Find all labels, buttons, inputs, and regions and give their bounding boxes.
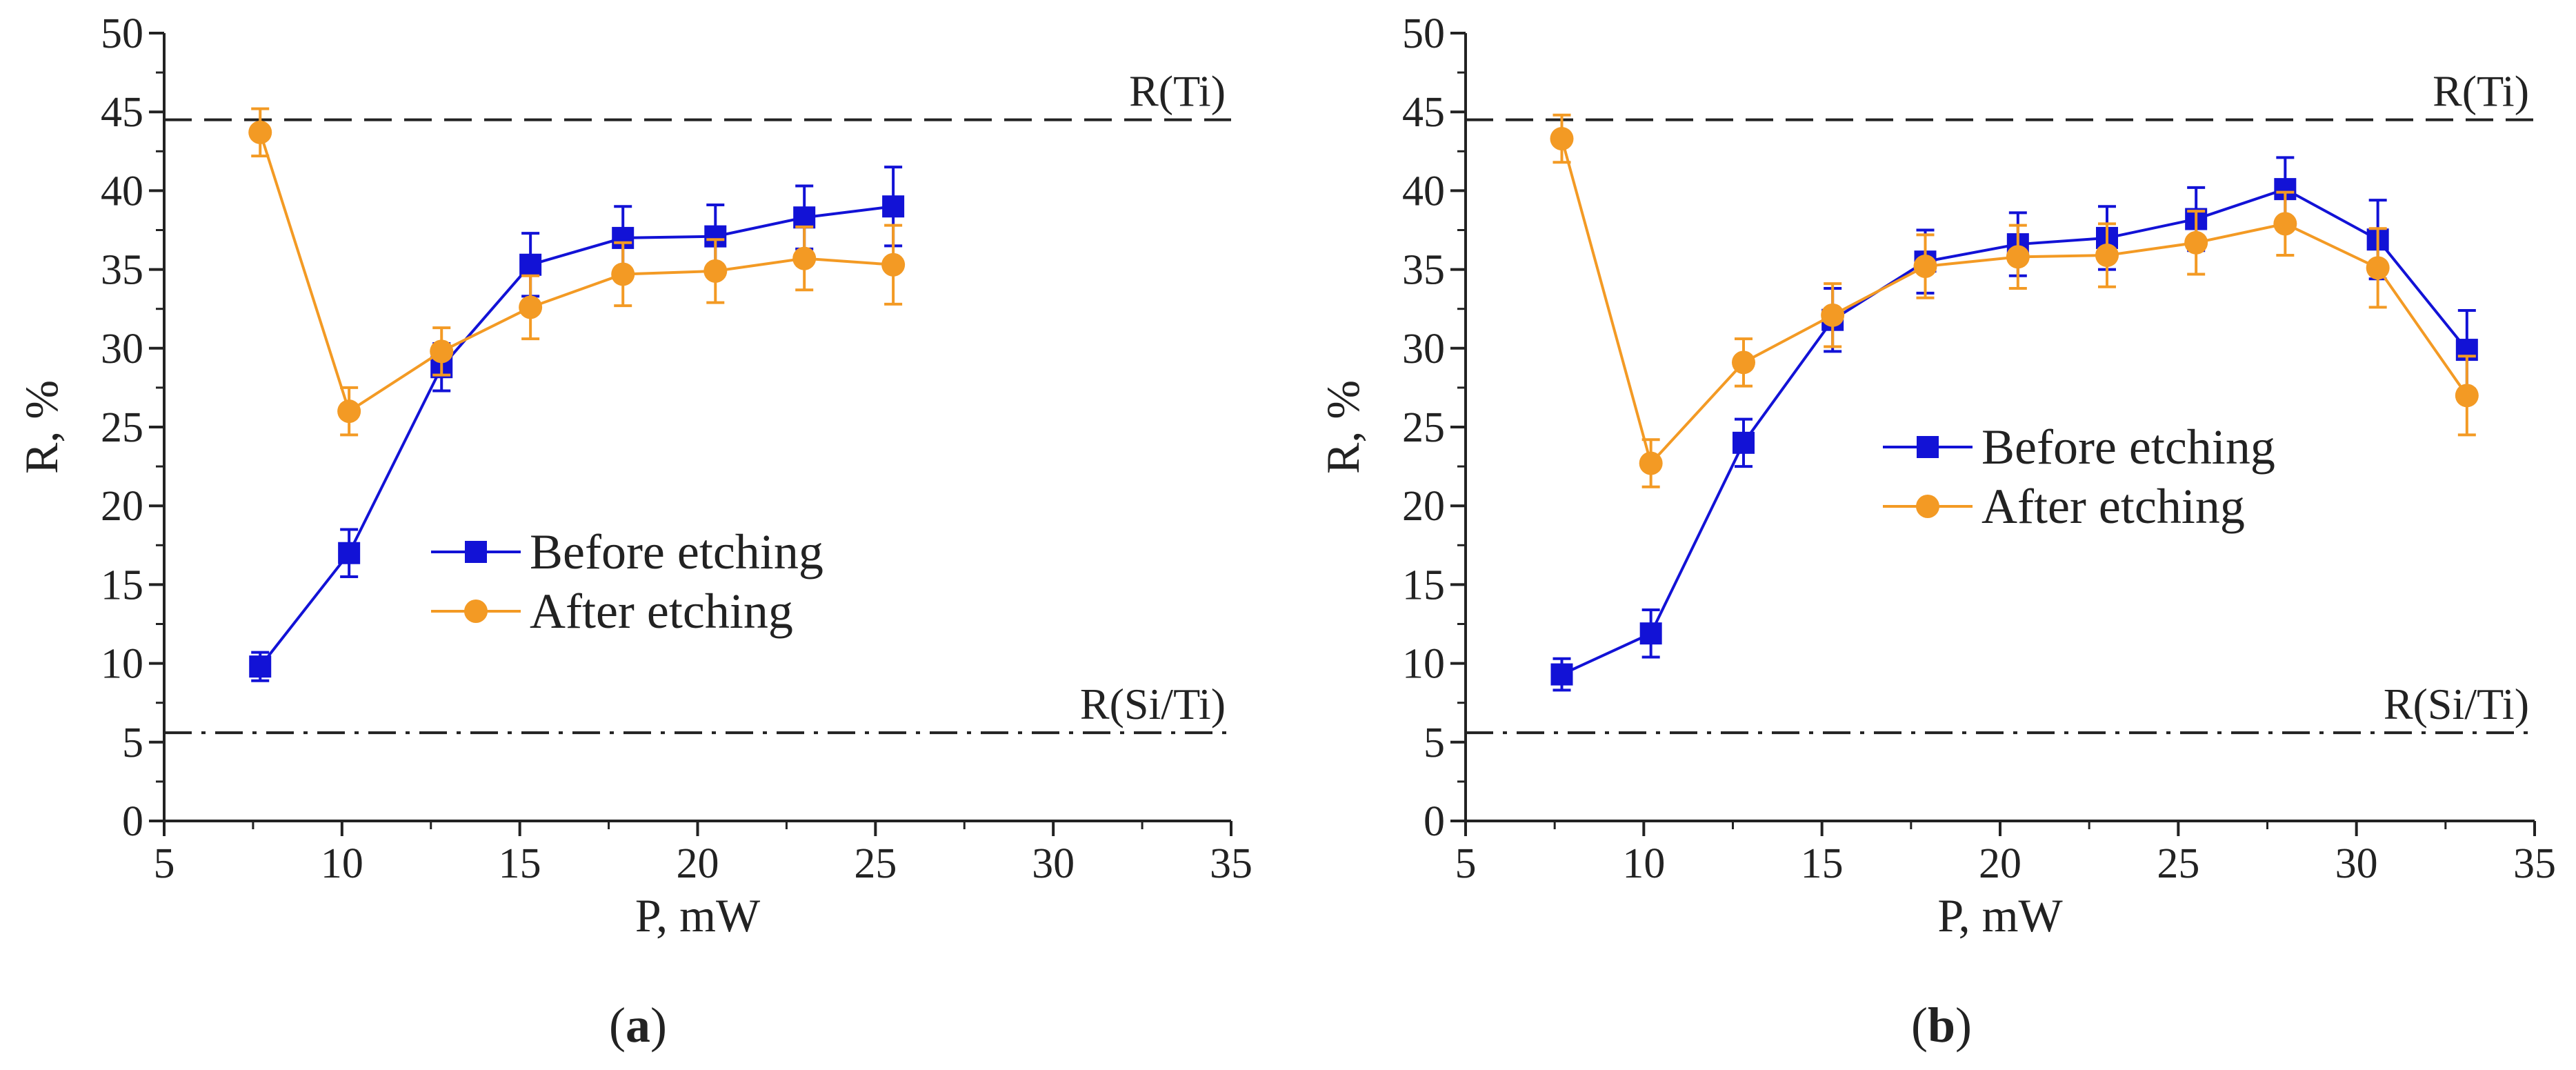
y-tick-label: 35 [1402,247,1445,294]
caption-paren-open: ( [1911,998,1928,1053]
x-tick-label: 35 [2513,840,2556,887]
data-point-circle [1732,350,1755,375]
data-point-square [249,655,272,678]
x-tick-label: 20 [1979,840,2021,887]
legend-marker-square [465,541,487,563]
data-point-square [793,206,816,229]
caption-letter: b [1928,998,1955,1053]
y-tick-label: 40 [1402,168,1445,215]
y-tick-label: 0 [1424,798,1445,845]
y-tick-label: 15 [101,562,143,608]
y-tick-label: 15 [1402,562,1445,608]
x-tick-label: 15 [499,840,541,887]
y-tick-label: 40 [101,168,143,215]
legend-label: After etching [1981,479,2245,534]
x-tick-label: 10 [321,840,363,887]
y-tick-label: 25 [1402,404,1445,451]
y-tick-label: 50 [101,10,143,57]
y-tick-label: 10 [1402,641,1445,688]
panel-caption: (a) [609,998,667,1053]
caption-paren-close: ) [650,998,667,1053]
caption-paren-open: ( [609,998,626,1053]
series-line [259,205,894,668]
x-tick-label: 30 [2335,840,2378,887]
caption-letter: a [626,998,650,1053]
data-point-square [338,542,361,564]
y-tick-label: 30 [1402,326,1445,373]
y-tick-label: 5 [1424,720,1445,766]
data-point-circle [1550,127,1574,151]
series-after-etching [248,107,906,437]
legend-label: After etching [530,584,793,639]
y-tick-label: 45 [1402,89,1445,136]
data-point-circle [2184,230,2208,255]
legend-marker-circle [464,600,488,623]
data-point-circle [2273,212,2297,236]
data-point-circle [1639,451,1663,475]
data-point-square [1550,663,1573,686]
data-point-square [1639,622,1662,645]
series-after-etching [1550,113,2479,488]
data-point-circle [611,262,635,286]
x-tick-label: 25 [2157,840,2199,887]
data-point-circle [337,399,361,424]
data-point-circle [1913,255,1937,279]
reference-line-label: R(Si/Ti) [1080,680,1226,729]
caption-paren-close: ) [1955,998,1972,1053]
x-tick-label: 30 [1032,840,1075,887]
y-axis-title: R, % [1317,380,1369,474]
y-tick-label: 25 [101,404,143,451]
data-point-circle [2006,245,2030,269]
data-point-circle [792,246,817,270]
y-tick-label: 0 [122,798,143,845]
x-tick-label: 5 [154,840,175,887]
data-point-circle [1821,303,1845,327]
reference-line-label: R(Si/Ti) [2384,680,2529,729]
x-tick-label: 35 [1210,840,1252,887]
y-tick-label: 5 [122,720,143,766]
y-tick-label: 20 [1402,483,1445,530]
reference-line-label: R(Ti) [1129,67,1226,116]
legend-marker-square [1917,436,1939,458]
legend-marker-circle [1916,495,1939,518]
y-tick-label: 35 [101,247,143,294]
data-point-circle [881,252,906,277]
panel-caption: (b) [1911,998,1972,1053]
data-point-circle [519,295,543,319]
x-tick-label: 15 [1801,840,1844,887]
data-point-square [1733,431,1755,454]
data-point-square [519,253,542,276]
x-tick-label: 5 [1455,840,1477,887]
data-point-circle [703,259,728,283]
reference-line-label: R(Ti) [2433,67,2529,116]
series-line [1560,138,2468,466]
x-tick-label: 20 [677,840,719,887]
x-tick-label: 25 [854,840,897,887]
y-tick-label: 30 [101,326,143,373]
y-tick-label: 20 [101,483,143,530]
y-tick-label: 45 [101,89,143,136]
x-tick-label: 10 [1622,840,1665,887]
data-point-circle [2095,244,2119,268]
x-axis-title: P, mW [635,889,761,942]
legend-label: Before etching [1981,419,2275,475]
y-axis-title: R, % [15,380,68,474]
data-point-circle [2366,256,2390,280]
data-point-circle [248,120,272,144]
y-tick-label: 50 [1402,10,1445,57]
y-tick-label: 10 [101,641,143,688]
data-point-circle [430,339,454,364]
data-point-circle [2455,384,2479,408]
x-axis-title: P, mW [1937,889,2063,942]
legend-label: Before etching [530,524,823,579]
series-line [259,132,894,414]
data-point-square [882,195,905,218]
